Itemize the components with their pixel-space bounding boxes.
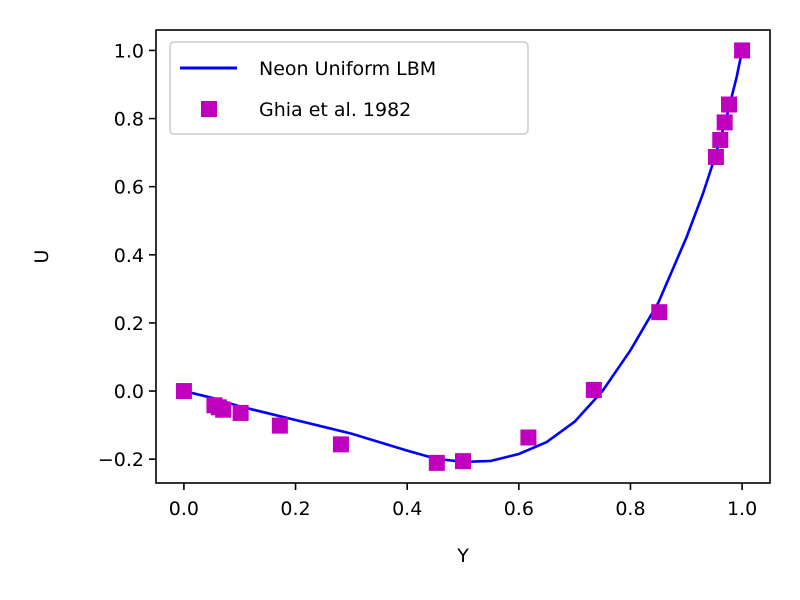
scatter-point-ghia xyxy=(707,148,724,165)
x-tick-label: 0.0 xyxy=(169,498,199,520)
axis-ticks: 0.0 0.2 0.4 0.6 0.8 1.0 −0.2 0.0 0.2 0.4 0.6 0.8 1.0 xyxy=(98,40,757,520)
x-axis-label: Y xyxy=(456,545,469,567)
legend-label-line: Neon Uniform LBM xyxy=(259,58,436,80)
x-tick-label: 0.4 xyxy=(392,498,422,520)
plot-area xyxy=(155,29,771,484)
scatter-point-ghia xyxy=(175,383,192,400)
scatter-point-ghia xyxy=(734,42,751,59)
y-tick-label: 1.0 xyxy=(114,40,144,62)
scatter-point-ghia xyxy=(455,453,471,470)
scatter-point-ghia xyxy=(585,381,602,398)
y-tick-label: 0.6 xyxy=(114,177,144,199)
y-tick-label: 0.4 xyxy=(114,245,144,267)
legend-box xyxy=(169,41,529,135)
y-axis-label: U xyxy=(31,250,53,264)
y-tick-label: 0.0 xyxy=(114,381,144,403)
legend-square-marker xyxy=(201,101,217,117)
y-tick-label: 0.8 xyxy=(114,109,144,131)
scatter-point-ghia xyxy=(271,417,288,434)
x-tick-label: 0.6 xyxy=(504,498,534,520)
scatter-point-ghia xyxy=(716,114,733,131)
x-tick-label: 0.8 xyxy=(615,498,645,520)
legend: Neon Uniform LBM Ghia et al. 1982 xyxy=(169,41,529,135)
legend-label-scatter: Ghia et al. 1982 xyxy=(259,99,411,121)
scatter-point-ghia xyxy=(215,401,232,418)
x-tick-label: 1.0 xyxy=(727,498,757,520)
scatter-point-ghia xyxy=(721,96,738,113)
x-tick-label: 0.2 xyxy=(280,498,310,520)
series-line-neon-uniform-lbm xyxy=(183,50,744,464)
scatter-point-ghia xyxy=(232,404,249,421)
scatter-point-ghia xyxy=(520,429,537,446)
scatter-point-ghia xyxy=(428,454,445,471)
y-tick-label: 0.2 xyxy=(114,313,144,335)
scatter-point-ghia xyxy=(651,304,668,321)
series-layer xyxy=(175,42,751,471)
plot-border xyxy=(155,29,771,484)
scatter-point-ghia xyxy=(712,131,729,148)
y-tick-label: −0.2 xyxy=(98,449,144,471)
scatter-point-ghia xyxy=(332,436,349,453)
